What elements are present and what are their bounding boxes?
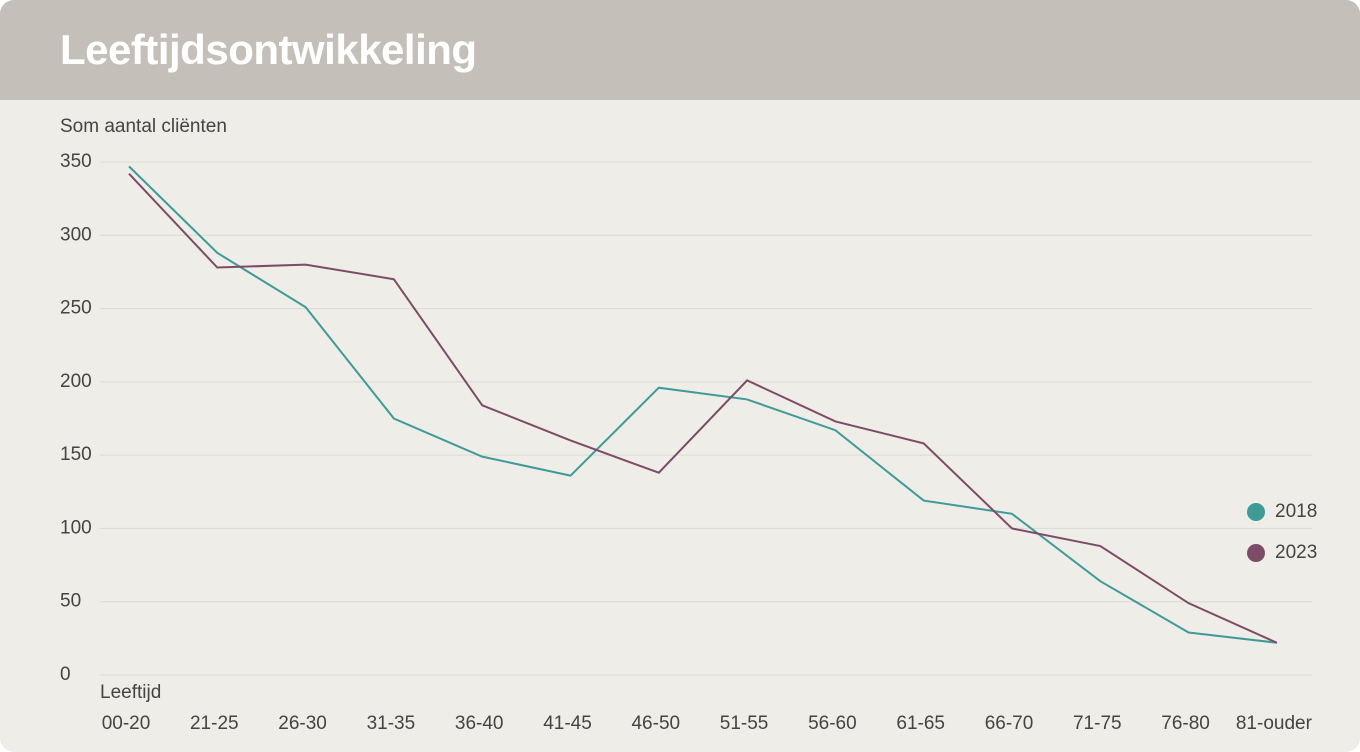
series-line (128, 173, 1278, 644)
x-tick-label: 31-35 (367, 713, 416, 734)
y-tick-label: 250 (60, 298, 92, 319)
y-tick-label: 300 (60, 224, 92, 245)
x-tick-label: 81-ouder (1236, 713, 1313, 734)
x-tick-label: 46-50 (631, 713, 680, 734)
x-tick-label: 41-45 (543, 713, 592, 734)
title: Leeftijdsontwikkeling (60, 26, 477, 73)
legend-marker (1247, 503, 1265, 521)
x-tick-label: 66-70 (985, 713, 1034, 734)
x-tick-label: 21-25 (190, 713, 239, 734)
chart: Som aantal cliënten Leeftijd 0 50 100 150 20… (60, 116, 1317, 734)
x-axis-title: Leeftijd (100, 682, 161, 703)
legend-marker (1247, 544, 1265, 562)
y-tick-label: 100 (60, 517, 92, 538)
header: Leeftijdsontwikkeling (0, 0, 1360, 100)
y-tick-label: 50 (60, 591, 81, 612)
y-tick-label: 0 (60, 664, 71, 685)
x-tick-label: 00-20 (102, 713, 151, 734)
y-tick-label: 350 (60, 151, 92, 172)
y-tick-label: 200 (60, 371, 92, 392)
x-tick-label: 71-75 (1073, 713, 1122, 734)
x-tick-label: 61-65 (896, 713, 945, 734)
legend-label: 2023 (1275, 542, 1317, 563)
x-tick-label: 56-60 (808, 713, 857, 734)
y-tick-label: 150 (60, 444, 92, 465)
legend-label: 2018 (1275, 501, 1317, 522)
series-line (128, 165, 1278, 644)
x-tick-label: 26-30 (278, 713, 327, 734)
x-tick-label: 51-55 (720, 713, 769, 734)
y-axis-title: Som aantal cliënten (60, 116, 227, 137)
x-tick-label: 36-40 (455, 713, 504, 734)
x-tick-label: 76-80 (1161, 713, 1210, 734)
